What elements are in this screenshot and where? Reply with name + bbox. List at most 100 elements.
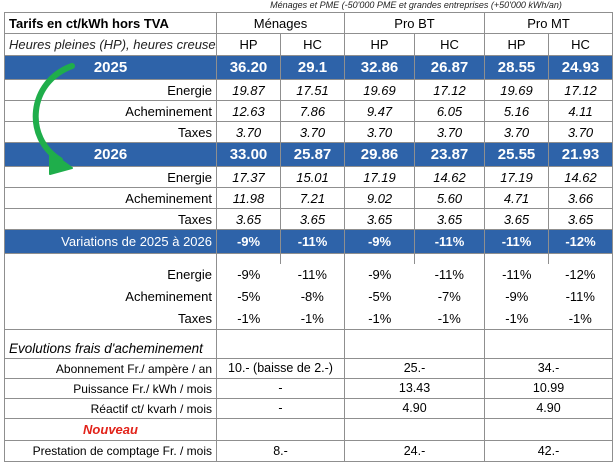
fee-label: Puissance Fr./ kWh / mois [4, 378, 217, 399]
value-cell: -1% [216, 307, 281, 330]
value-cell: -12% [548, 263, 614, 286]
row-label: Energie [4, 263, 217, 286]
value-cell: -9% [216, 263, 281, 286]
fees-heading: Evolutions frais d'acheminement [4, 329, 217, 359]
nouveau-label: Nouveau [4, 418, 217, 441]
col-head: HC [548, 33, 614, 56]
value-cell: 14.62 [414, 166, 486, 188]
value-cell: -1% [548, 307, 614, 330]
value-cell: 4.71 [484, 187, 550, 209]
group-header-pro-bt: Pro BT [344, 12, 486, 34]
total-cell: 36.20 [216, 55, 281, 80]
row-label: Energie [4, 79, 217, 101]
value-cell: 11.98 [216, 187, 281, 209]
total-cell: 28.55 [484, 55, 550, 80]
fee-value-pro-bt: 13.43 [344, 378, 486, 399]
year-label: 2025 [4, 55, 217, 80]
year-label: 2026 [4, 142, 217, 167]
col-head: HC [414, 33, 486, 56]
col-head: HC [279, 33, 346, 56]
value-cell: 3.70 [216, 121, 281, 143]
value-cell: 3.70 [414, 121, 486, 143]
value-cell: 12.63 [216, 100, 281, 122]
table-row: Taxes 3.65 3.65 3.65 3.65 3.65 3.65 [4, 208, 614, 230]
value-cell: -11% [484, 263, 549, 286]
row-label: Acheminement [4, 285, 217, 308]
table-row: Puissance Fr./ kWh / mois - 13.43 10.99 [4, 378, 614, 399]
value-cell: -11% [548, 285, 614, 308]
variation-total: -11% [279, 229, 346, 254]
table-row: Taxes -1% -1% -1% -1% -1% -1% [4, 307, 614, 330]
value-cell: 5.16 [484, 100, 550, 122]
value-cell: -5% [216, 285, 281, 308]
value-cell: -8% [280, 285, 346, 308]
table-row: Acheminement 11.98 7.21 9.02 5.60 4.71 3… [4, 187, 614, 209]
fee-value-menages: - [215, 398, 346, 419]
value-cell: 3.65 [484, 208, 550, 230]
value-cell: 14.62 [548, 166, 614, 188]
value-cell: 3.65 [344, 208, 416, 230]
value-cell: 3.66 [548, 187, 614, 209]
variation-total: -12% [548, 229, 614, 254]
fee-label: Réactif ct/ kvarh / mois [4, 398, 217, 419]
total-cell: 21.93 [548, 142, 614, 167]
value-cell: 17.12 [414, 79, 486, 101]
value-cell: 17.51 [279, 79, 346, 101]
value-cell: 9.02 [344, 187, 416, 209]
value-cell: -11% [414, 263, 486, 286]
year-row-2025: 2025 36.20 29.1 32.86 26.87 28.55 24.93 [4, 55, 614, 80]
group-header-menages: Ménages [215, 12, 346, 34]
row-label: Acheminement [4, 100, 217, 122]
total-cell: 25.87 [279, 142, 346, 167]
fee-value-pro-bt: 4.90 [344, 398, 486, 419]
table-row: Prestation de comptage Fr. / mois 8.- 24… [4, 440, 614, 462]
value-cell: 4.11 [548, 100, 614, 122]
variation-total: -9% [216, 229, 281, 254]
value-cell: -5% [344, 285, 415, 308]
value-cell: 3.65 [548, 208, 614, 230]
value-cell: -7% [414, 285, 486, 308]
row-label: Taxes [4, 307, 217, 330]
row-label: Taxes [4, 208, 217, 230]
col-head: HP [344, 33, 416, 56]
variation-total: -9% [344, 229, 416, 254]
col-head: HP [484, 33, 550, 56]
table-row: Energie 19.87 17.51 19.69 17.12 19.69 17… [4, 79, 614, 101]
fee-value-pro-bt: 25.- [344, 358, 486, 379]
table-row: Acheminement 12.63 7.86 9.47 6.05 5.16 4… [4, 100, 614, 122]
tariff-table: Tarifs en ct/kWh hors TVA Ménages Pro BT… [4, 12, 614, 462]
total-cell: 32.86 [344, 55, 416, 80]
total-cell: 23.87 [414, 142, 486, 167]
fee-value-pro-mt: 10.99 [484, 378, 614, 399]
nouveau-row: Nouveau [4, 418, 614, 441]
table-row: Acheminement -5% -8% -5% -7% -9% -11% [4, 285, 614, 308]
table-subtitle: Heures pleines (HP), heures creuses (HC) [4, 33, 217, 56]
value-cell: -1% [484, 307, 549, 330]
fee-value-pro-bt: 24.- [344, 440, 486, 462]
total-cell: 29.86 [344, 142, 416, 167]
total-cell: 25.55 [484, 142, 550, 167]
value-cell: 3.65 [414, 208, 486, 230]
table-row: Abonnement Fr./ ampère / an 10.- (baisse… [4, 358, 614, 379]
table-row: Taxes 3.70 3.70 3.70 3.70 3.70 3.70 [4, 121, 614, 143]
table-row: Energie 17.37 15.01 17.19 14.62 17.19 14… [4, 166, 614, 188]
fee-value-menages: - [215, 378, 346, 399]
value-cell: -9% [344, 263, 415, 286]
value-cell: 3.65 [216, 208, 281, 230]
value-cell: -9% [484, 285, 549, 308]
total-cell: 29.1 [279, 55, 346, 80]
value-cell: 17.19 [484, 166, 550, 188]
fee-label: Abonnement Fr./ ampère / an [4, 358, 217, 379]
fee-label: Prestation de comptage Fr. / mois [4, 440, 217, 462]
value-cell: 5.60 [414, 187, 486, 209]
row-label: Taxes [4, 121, 217, 143]
value-cell: 19.87 [216, 79, 281, 101]
spacer-row [4, 253, 614, 264]
table-row: Energie -9% -11% -9% -11% -11% -12% [4, 263, 614, 286]
total-cell: 24.93 [548, 55, 614, 80]
total-cell: 33.00 [216, 142, 281, 167]
fees-heading-row: Evolutions frais d'acheminement [4, 329, 614, 359]
value-cell: 3.65 [279, 208, 346, 230]
value-cell: 3.70 [344, 121, 416, 143]
variation-total: -11% [484, 229, 550, 254]
